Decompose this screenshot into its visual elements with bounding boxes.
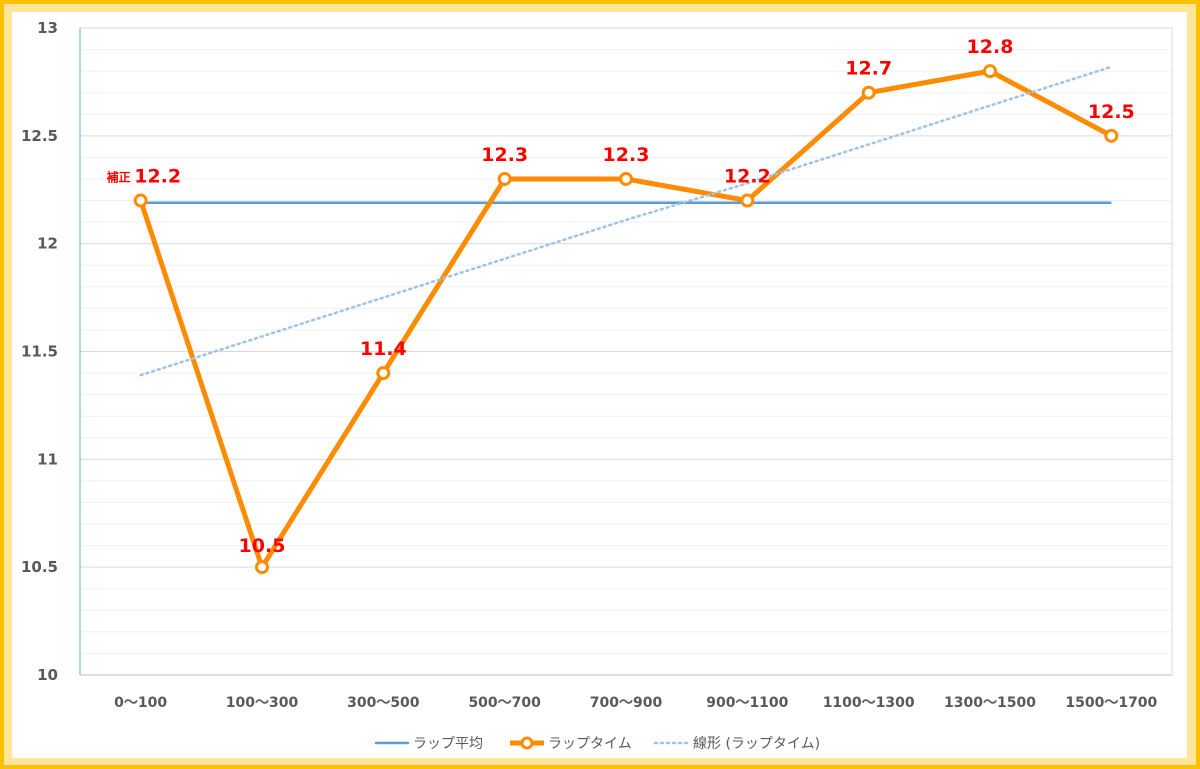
data-label: 12.2 <box>134 166 181 188</box>
data-label: 12.3 <box>481 144 528 166</box>
gridlines <box>80 27 1172 654</box>
legend-entry-label: ラップタイム <box>548 736 632 752</box>
legend-entry-label: ラップ平均 <box>413 736 483 752</box>
data-label: 12.2 <box>724 166 771 188</box>
y-tick-label: 12 <box>37 235 58 253</box>
series-layer <box>133 64 1119 575</box>
data-label: 10.5 <box>239 535 286 557</box>
data-point <box>861 85 876 100</box>
data-label-prefix: 補正 <box>106 170 131 185</box>
data-label: 11.4 <box>360 338 407 360</box>
data-point <box>619 171 633 186</box>
x-tick-label: 100～300 <box>226 695 299 711</box>
y-tick-label: 11.5 <box>21 343 58 361</box>
y-tick-label: 12.5 <box>21 127 58 145</box>
data-point <box>255 560 269 575</box>
chart-area <box>12 12 1187 758</box>
data-point <box>1104 128 1119 143</box>
x-tick-label: 0～100 <box>114 695 167 711</box>
x-tick-label: 1100～1300 <box>823 695 915 711</box>
data-label: 12.3 <box>603 144 650 166</box>
y-tick-label: 10 <box>37 666 58 684</box>
data-point <box>983 64 997 79</box>
data-point <box>133 193 148 208</box>
x-tick-label: 1300～1500 <box>944 695 1036 711</box>
data-point <box>497 171 512 186</box>
data-point <box>740 193 755 208</box>
x-tick-label: 1500～1700 <box>1065 695 1157 711</box>
y-tick-label: 11 <box>37 450 58 468</box>
data-point <box>376 366 391 381</box>
legend-swatch-marker <box>520 736 534 750</box>
y-tick-label: 13 <box>37 19 58 37</box>
axes: 10 10.5 11 11.5 12 12.5 13 0～100 100～300 300～500 5… <box>21 19 1173 711</box>
x-tick-label: 700～900 <box>590 695 663 711</box>
x-tick-label: 500～700 <box>468 695 541 711</box>
y-tick-label: 10.5 <box>21 558 58 576</box>
legend: ラップ平均 ラップタイム 線形 (ラップタイム) <box>375 736 820 752</box>
data-label: 12.5 <box>1088 101 1135 123</box>
trendline-series <box>139 65 1113 377</box>
x-tick-label: 900～1100 <box>706 695 788 711</box>
data-label: 12.7 <box>845 58 892 80</box>
data-label: 12.8 <box>967 36 1014 58</box>
legend-entry-label: 線形 (ラップタイム) <box>693 736 820 752</box>
x-tick-label: 300～500 <box>347 695 420 711</box>
